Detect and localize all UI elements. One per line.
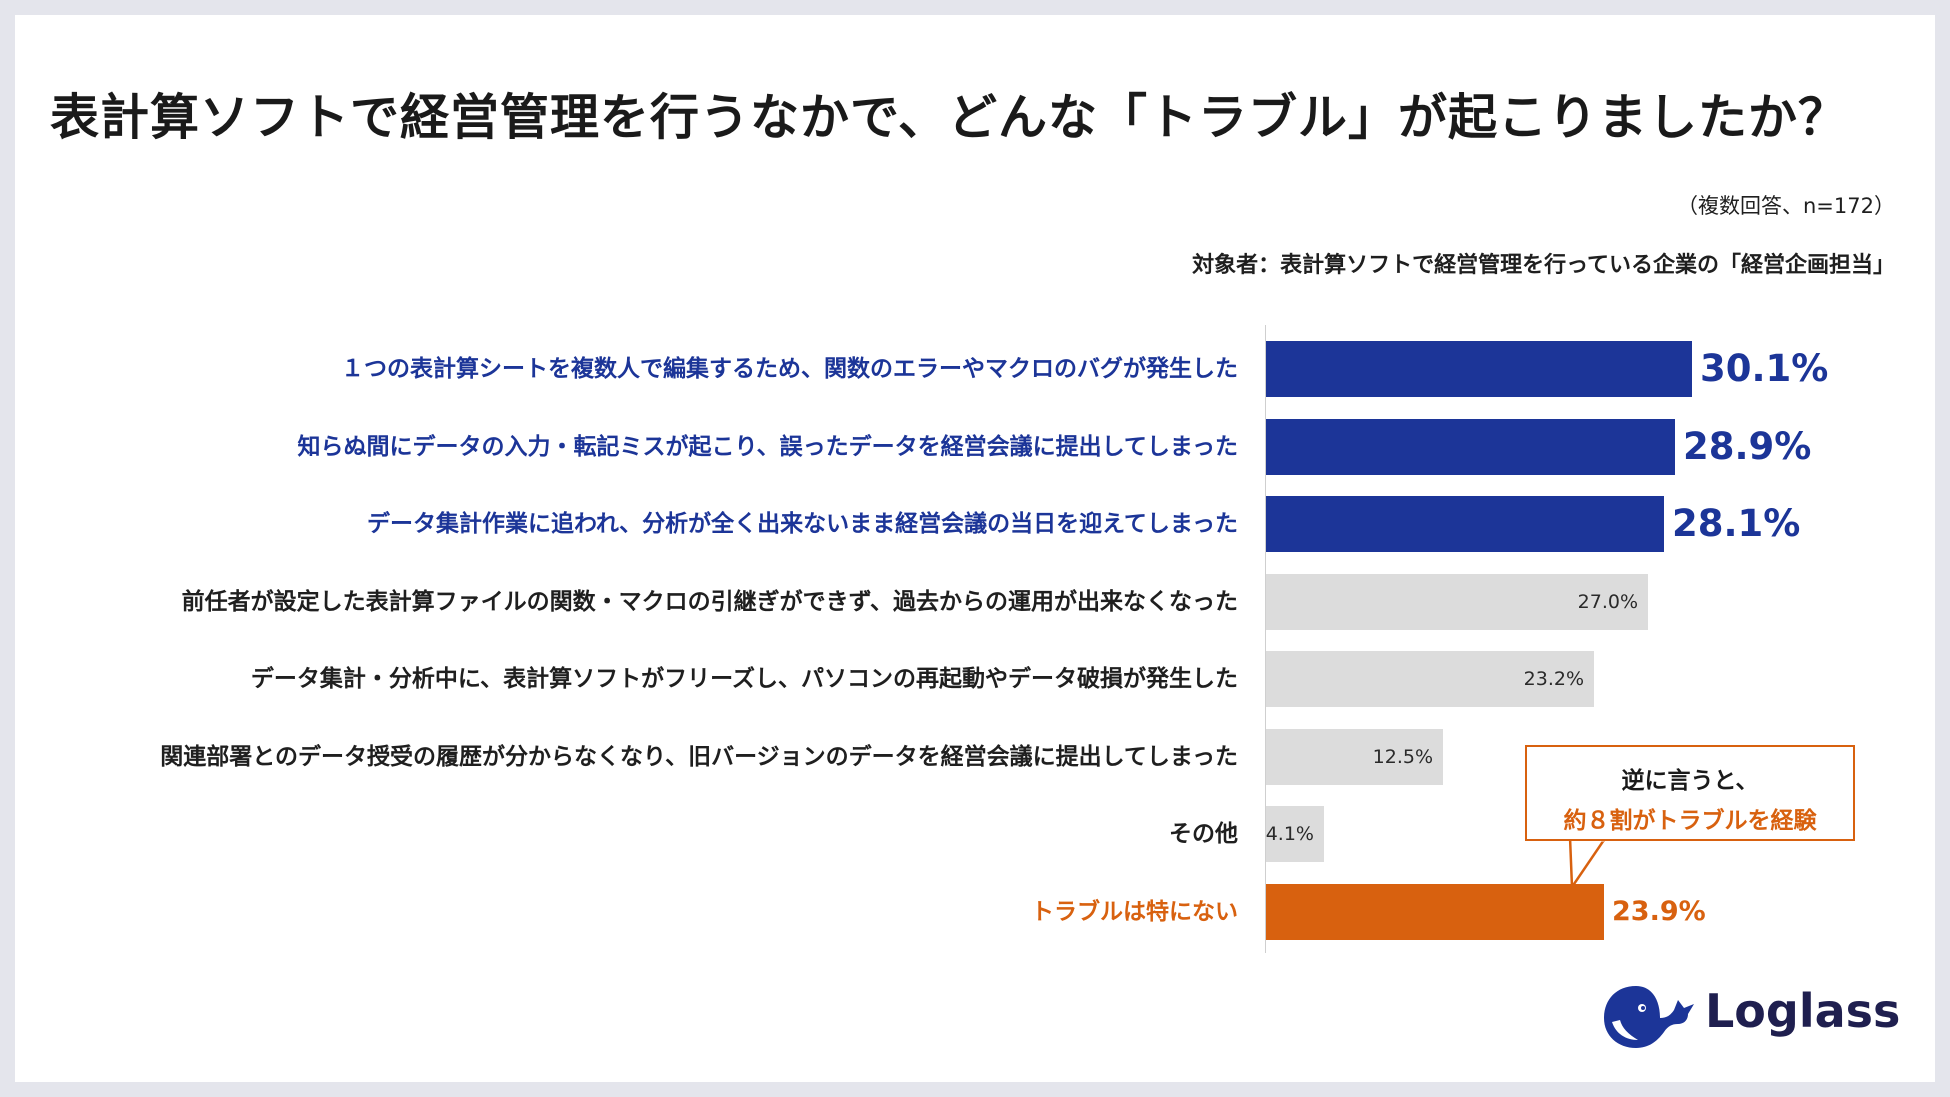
category-label: トラブルは特にない: [1031, 899, 1238, 925]
value-label: 27.0%: [1577, 591, 1638, 613]
value-label: 28.1%: [1672, 502, 1801, 545]
bar: [1266, 806, 1324, 862]
bar: [1266, 574, 1648, 630]
bar: [1266, 729, 1443, 785]
category-label: データ集計・分析中に、表計算ソフトがフリーズし、パソコンの再起動やデータ破損が発…: [250, 666, 1238, 692]
category-label: １つの表計算シートを複数人で編集するため、関数のエラーやマクロのバグが発生した: [341, 356, 1238, 382]
callout-box: 逆に言うと、 約８割がトラブルを経験: [1525, 745, 1855, 841]
value-label: 23.2%: [1523, 668, 1584, 690]
value-label: 28.9%: [1683, 425, 1812, 468]
category-label: 前任者が設定した表計算ファイルの関数・マクロの引継ぎができず、過去からの運用が出…: [181, 589, 1238, 615]
logo-wordmark: Loglass: [1705, 984, 1901, 1038]
bar: [1266, 651, 1594, 707]
bar: [1266, 884, 1604, 940]
bar: [1266, 496, 1664, 552]
callout-line-2: 約８割がトラブルを経験: [1563, 808, 1817, 834]
value-label: 23.9%: [1612, 896, 1706, 927]
value-label: 12.5%: [1372, 746, 1433, 768]
callout-tail: [1568, 837, 1608, 889]
target-respondents: 対象者：表計算ソフトで経営管理を行っている企業の「経営企画担当」: [1192, 253, 1895, 278]
category-label: 知らぬ間にデータの入力・転記ミスが起こり、誤ったデータを経営会議に提出してしまっ…: [297, 434, 1238, 460]
value-label: 30.1%: [1700, 347, 1829, 390]
value-label: 4.1%: [1265, 823, 1314, 845]
chart-title: 表計算ソフトで経営管理を行うなかで、どんな「トラブル」が起こりましたか？: [50, 89, 1849, 146]
category-label: その他: [1169, 821, 1238, 847]
category-axis-line: [1265, 325, 1266, 953]
callout-line-1: 逆に言うと、: [1621, 768, 1759, 794]
category-label: 関連部署とのデータ授受の履歴が分からなくなり、旧バージョンのデータを経営会議に提…: [160, 744, 1238, 770]
response-note: （複数回答、n=172）: [1677, 194, 1895, 218]
category-label: データ集計作業に追われ、分析が全く出来ないまま経営会議の当日を迎えてしまった: [366, 511, 1238, 537]
bar: [1266, 419, 1675, 475]
whale-logo-icon: [1604, 986, 1694, 1048]
bar: [1266, 341, 1692, 397]
